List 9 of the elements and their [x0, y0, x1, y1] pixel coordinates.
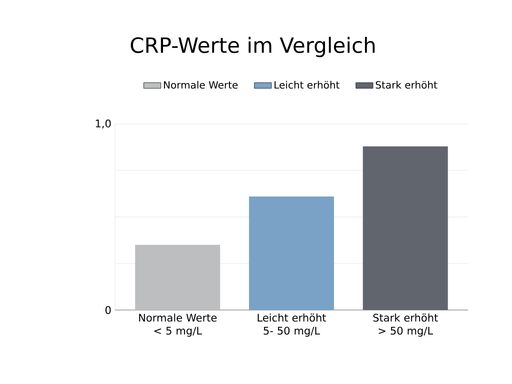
x-tick-label: Leicht erhöht 5- 50 mg/L: [258, 314, 326, 337]
x-tick-label: Normale Werte < 5 mg/L: [139, 314, 217, 337]
y-tick-label: 0: [105, 306, 111, 314]
legend-label: Leicht erhöht: [274, 80, 340, 89]
legend-label: Normale Werte: [164, 80, 238, 89]
chart-title: CRP-Werte im Vergleich: [130, 36, 375, 58]
y-tick-label: 1,0: [96, 119, 111, 129]
x-tick-label: Stark erhöht > 50 mg/L: [373, 314, 438, 337]
legend-label: Stark erhöht: [376, 80, 438, 89]
